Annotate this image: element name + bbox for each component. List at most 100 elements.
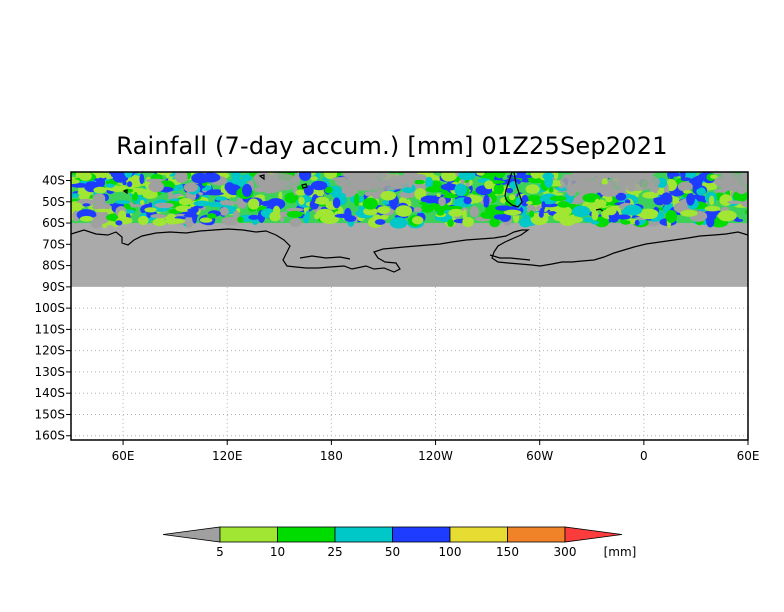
precip-cell (314, 213, 321, 220)
precip-cell (380, 190, 397, 201)
precip-cell (642, 191, 659, 199)
precip-cell (696, 187, 706, 196)
precip-cell (601, 178, 608, 187)
precip-cell (332, 197, 341, 209)
precip-cell (634, 219, 640, 226)
precip-cell (114, 200, 131, 205)
precip-cell (298, 172, 312, 181)
precip-cell (154, 202, 174, 209)
precip-cell (717, 210, 737, 222)
antarctica-coastline (71, 228, 748, 273)
precip-cell (71, 193, 80, 198)
precip-cell (615, 192, 627, 201)
x-tick-label: 0 (640, 449, 648, 463)
precip-cell (653, 189, 658, 194)
precip-cell (734, 218, 744, 222)
precip-cell (206, 213, 217, 219)
precip-cell (279, 216, 284, 223)
precip-cell (278, 191, 283, 201)
x-tick-label: 120W (418, 449, 453, 463)
colorbar-label: 50 (385, 545, 400, 559)
precip-cell (208, 202, 215, 207)
precip-cell (484, 180, 494, 190)
colorbar-swatch (334, 526, 393, 543)
precip-cell (447, 219, 454, 227)
precip-cell (680, 172, 686, 179)
precip-cell (436, 211, 444, 216)
colorbar-overflow (564, 526, 623, 543)
precip-cell (508, 194, 516, 201)
precip-cell (199, 217, 213, 223)
precip-cell (183, 214, 199, 218)
colorbar-swatch (277, 526, 336, 543)
precip-cell (399, 196, 407, 205)
precip-cell (237, 216, 244, 223)
precip-cell (266, 198, 286, 210)
precip-cell (677, 181, 693, 192)
precip-cell (680, 177, 692, 181)
colorbar-legend: 5 10 25 50 100 150 300 [mm] (162, 526, 637, 559)
precip-cell (115, 220, 123, 226)
precip-cell (638, 208, 659, 218)
precip-cell (74, 202, 83, 212)
precip-cell (150, 214, 167, 219)
precip-cell (591, 220, 600, 225)
precip-cell (79, 215, 94, 222)
dry-patch (610, 173, 660, 191)
precip-cell (428, 203, 439, 209)
precip-cell (420, 195, 441, 204)
precip-cell (686, 193, 695, 206)
coastlines (71, 172, 748, 273)
precip-cell (219, 207, 229, 216)
precipitation-cells (71, 172, 748, 229)
precip-cell (665, 210, 677, 223)
precip-cell (92, 202, 111, 211)
precip-cell (669, 175, 674, 179)
precip-cell (139, 173, 145, 185)
precip-cell (248, 214, 260, 220)
precip-cell (137, 215, 149, 226)
precip-cell (90, 216, 103, 229)
colorbar-unit: [mm] (604, 545, 637, 559)
precip-cell (704, 205, 721, 212)
precip-cell (374, 219, 386, 225)
plot-frame (70, 171, 749, 441)
precip-cell (525, 184, 540, 195)
precip-cell (526, 204, 536, 213)
precip-cell (529, 210, 535, 218)
precip-cell (600, 187, 619, 197)
precip-cell (204, 191, 224, 196)
precip-cell (462, 216, 474, 228)
precip-cell (395, 205, 413, 217)
precip-cell (489, 217, 501, 228)
precip-cell (224, 182, 235, 193)
y-tick-label: 130S (34, 365, 65, 379)
precip-cell (94, 208, 112, 213)
graticule (71, 286, 748, 440)
y-tick-label: 80S (42, 259, 65, 273)
colorbar-label: 10 (270, 545, 285, 559)
precip-cell (273, 205, 281, 216)
precip-cell (727, 200, 743, 205)
precip-cell (553, 212, 565, 222)
x-tick-label: 180 (320, 449, 343, 463)
precip-cell (493, 172, 506, 179)
precip-cell (557, 201, 571, 208)
precip-cell (521, 194, 529, 207)
precip-cell (744, 209, 748, 215)
map-title: Rainfall (7-day accum.) [mm] 01Z25Sep202… (116, 132, 668, 160)
colorbar-label: 100 (439, 545, 462, 559)
precip-cell (310, 180, 328, 191)
precip-cell (515, 197, 522, 209)
precip-cell (145, 178, 166, 183)
dry-patch (715, 173, 748, 191)
precip-cell (148, 181, 164, 193)
precip-cell (110, 187, 126, 193)
dry-patch (335, 173, 415, 191)
precip-cell (440, 183, 459, 191)
precip-cell (605, 196, 613, 203)
precip-cell (685, 172, 696, 179)
precip-cell (594, 198, 601, 208)
